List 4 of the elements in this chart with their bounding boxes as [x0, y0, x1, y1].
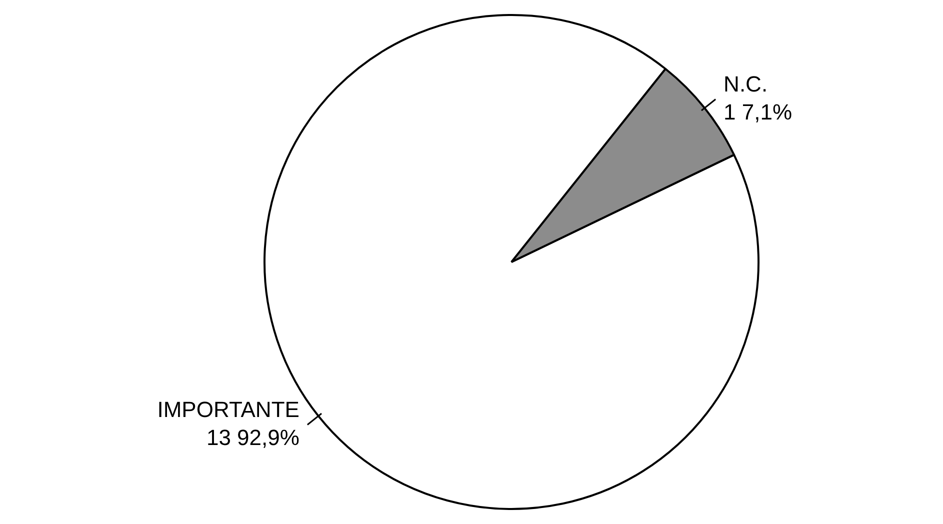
- slice-label: N.C.: [724, 71, 768, 96]
- slice-label: IMPORTANTE: [157, 396, 300, 422]
- data-label: 13 92,9%: [206, 424, 300, 450]
- data-label: 1 7,1%: [724, 99, 792, 124]
